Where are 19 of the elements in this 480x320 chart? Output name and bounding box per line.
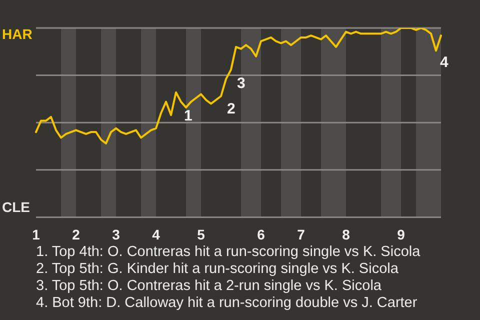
x-tick-label: 6: [257, 226, 266, 242]
x-tick-label: 7: [297, 226, 306, 242]
text: 2. Top 5th: G. Kinder hit a run-scoring single vs K. Sicola: [36, 261, 400, 278]
x-tick-label: 3: [112, 226, 120, 242]
x-tick-label: 4: [152, 226, 160, 242]
text: 3. Top 5th: O. Contreras hit a 2-run single vs K. Sicola: [36, 278, 382, 295]
text: 4. Bot 9th: D. Calloway hit a run-scoring double vs J. Carter: [36, 295, 418, 312]
x-tick-label: 1: [32, 226, 40, 242]
annotation: 4: [440, 54, 449, 71]
text: HAR: [2, 26, 32, 42]
annotation: 3: [237, 74, 246, 92]
x-tick-label: 5: [197, 226, 206, 242]
x-tick-label: 2: [72, 226, 80, 242]
annotation: 1: [184, 107, 192, 124]
x-tick-label: 9: [397, 226, 406, 242]
x-tick-label: 8: [342, 226, 350, 242]
text: CLE: [2, 199, 30, 216]
text: 1. Top 4th: O. Contreras hit a run-scoring single vs K. Sicola: [36, 244, 420, 261]
annotation: 2: [227, 100, 236, 118]
